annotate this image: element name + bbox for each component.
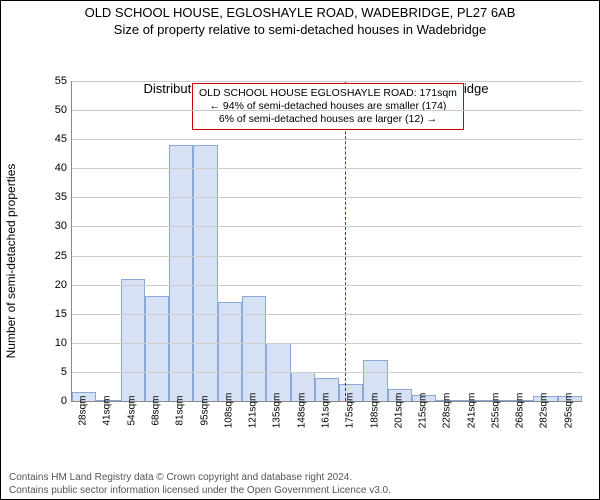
x-tick-label: 28sqm	[71, 401, 95, 441]
gridline	[72, 226, 582, 227]
annotation-line-3: 6% of semi-detached houses are larger (1…	[199, 113, 457, 126]
x-tick-label: 95sqm	[192, 401, 216, 441]
histogram-bar	[218, 302, 242, 401]
histogram-bar	[169, 145, 193, 401]
gridline	[72, 110, 582, 111]
chart-subtitle: Size of property relative to semi-detach…	[1, 22, 599, 37]
x-tick-label: 228sqm	[435, 401, 459, 441]
x-tick-label: 68sqm	[144, 401, 168, 441]
gridline	[72, 256, 582, 257]
x-tick-label: 255sqm	[484, 401, 508, 441]
x-tick-label: 241sqm	[460, 401, 484, 441]
x-ticks: 28sqm41sqm54sqm68sqm81sqm95sqm108sqm121s…	[71, 401, 581, 441]
x-tick-label: 135sqm	[265, 401, 289, 441]
x-tick-label: 295sqm	[557, 401, 581, 441]
gridline	[72, 285, 582, 286]
histogram-bar	[121, 279, 145, 401]
annotation-line-1: OLD SCHOOL HOUSE EGLOSHAYLE ROAD: 171sqm	[199, 87, 457, 100]
y-tick-label: 55	[55, 75, 67, 87]
y-tick-label: 35	[55, 191, 67, 203]
y-tick-label: 5	[61, 366, 67, 378]
x-tick-label: 161sqm	[314, 401, 338, 441]
x-tick-label: 215sqm	[411, 401, 435, 441]
annotation-box: OLD SCHOOL HOUSE EGLOSHAYLE ROAD: 171sqm…	[192, 83, 464, 130]
x-tick-label: 268sqm	[508, 401, 532, 441]
x-tick-label: 54sqm	[120, 401, 144, 441]
gridline	[72, 139, 582, 140]
footer-line-1: Contains HM Land Registry data © Crown c…	[9, 472, 591, 485]
chart-area: Number of semi-detached properties OLD S…	[51, 81, 581, 441]
y-tick-label: 15	[55, 308, 67, 320]
gridline	[72, 197, 582, 198]
gridline	[72, 343, 582, 344]
histogram-bar	[145, 296, 169, 401]
y-axis-label: Number of semi-detached properties	[4, 164, 18, 359]
footer-attribution: Contains HM Land Registry data © Crown c…	[9, 472, 591, 497]
x-tick-label: 108sqm	[217, 401, 241, 441]
annotation-line-2: ← 94% of semi-detached houses are smalle…	[199, 100, 457, 113]
x-tick-label: 175sqm	[338, 401, 362, 441]
y-tick-label: 40	[55, 162, 67, 174]
gridline	[72, 168, 582, 169]
y-tick-label: 50	[55, 104, 67, 116]
histogram-bar	[193, 145, 217, 401]
y-tick-label: 30	[55, 220, 67, 232]
y-tick-label: 20	[55, 279, 67, 291]
x-tick-label: 81sqm	[168, 401, 192, 441]
x-tick-label: 201sqm	[387, 401, 411, 441]
y-tick-label: 10	[55, 337, 67, 349]
x-tick-label: 282sqm	[532, 401, 556, 441]
plot-area: OLD SCHOOL HOUSE EGLOSHAYLE ROAD: 171sqm…	[71, 81, 582, 402]
y-tick-label: 25	[55, 250, 67, 262]
gridline	[72, 314, 582, 315]
gridline	[72, 372, 582, 373]
gridline	[72, 81, 582, 82]
x-tick-label: 148sqm	[290, 401, 314, 441]
y-tick-label: 45	[55, 133, 67, 145]
histogram-bar	[242, 296, 266, 401]
footer-line-2: Contains public sector information licen…	[9, 485, 591, 498]
chart-container: OLD SCHOOL HOUSE, EGLOSHAYLE ROAD, WADEB…	[0, 0, 600, 500]
y-tick-label: 0	[61, 395, 67, 407]
chart-title: OLD SCHOOL HOUSE, EGLOSHAYLE ROAD, WADEB…	[1, 5, 599, 20]
x-tick-label: 121sqm	[241, 401, 265, 441]
x-tick-label: 188sqm	[362, 401, 386, 441]
x-tick-label: 41sqm	[95, 401, 119, 441]
